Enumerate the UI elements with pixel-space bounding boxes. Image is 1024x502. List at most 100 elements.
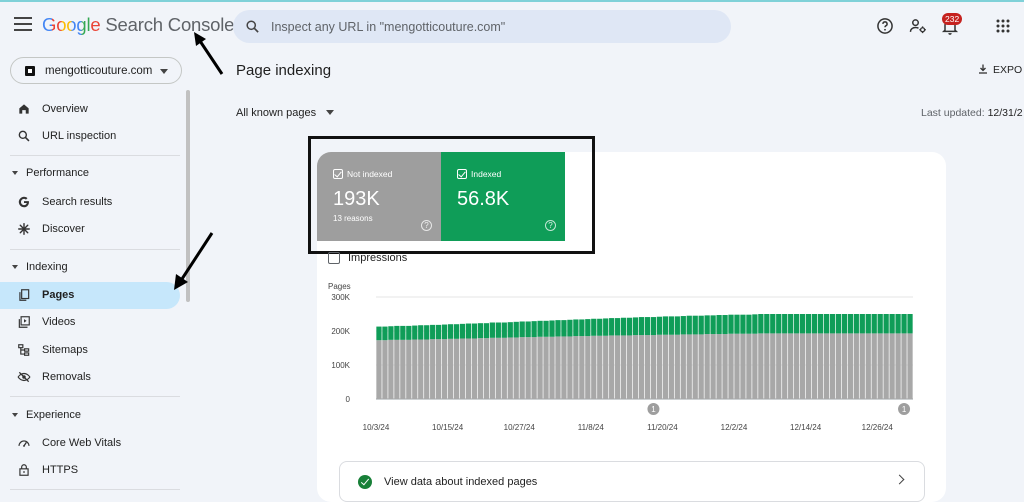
sidebar-item-pages[interactable]: Pages [0, 282, 180, 309]
indexing-chart: Pages 0 100K 200K 300K 1 1 10/3/24 10/15/24 10/27… [328, 282, 913, 432]
bar-not-indexed [799, 333, 806, 399]
bar-not-indexed [811, 333, 818, 399]
export-button[interactable]: EXPO [977, 63, 1022, 76]
search-input[interactable] [271, 10, 711, 43]
sidebar-item-https[interactable]: HTTPS [0, 457, 180, 484]
logo-product-name: Search Console [105, 14, 235, 35]
bar-indexed [585, 319, 591, 337]
video-library-icon [18, 316, 30, 328]
bar-not-indexed [686, 334, 692, 399]
help-icon[interactable]: ? [545, 220, 556, 231]
sidebar-item-discover[interactable]: Discover [0, 216, 180, 243]
bar-not-indexed [794, 333, 800, 399]
bar-not-indexed [734, 333, 740, 399]
page-title: Page indexing [236, 62, 332, 79]
y-axis-title: Pages [328, 282, 351, 291]
page-filter-dropdown[interactable]: All known pages [236, 107, 335, 119]
y-tick-label: 100K [331, 361, 350, 370]
bar-not-indexed [382, 340, 388, 399]
sidebar-item-core-web-vitals[interactable]: Core Web Vitals [0, 430, 180, 457]
sidebar-divider [10, 396, 180, 397]
speed-gauge-icon [18, 440, 30, 447]
bar-not-indexed [758, 333, 764, 399]
annotation-marker-label: 1 [651, 405, 656, 414]
sidebar-item-search-results[interactable]: Search results [0, 189, 180, 216]
x-tick-label: 12/26/24 [862, 423, 894, 432]
bar-not-indexed [615, 335, 621, 399]
bar-indexed [799, 314, 806, 334]
bar-not-indexed [400, 339, 406, 399]
export-label: EXPO [993, 64, 1023, 76]
sidebar-section-label: Experience [26, 409, 82, 421]
bar-indexed [829, 314, 836, 334]
not-indexed-tile[interactable]: Not indexed 193K 13 reasons ? [317, 152, 441, 241]
x-tick-label: 10/3/24 [363, 423, 390, 432]
sidebar-item-url-inspection[interactable]: URL inspection [0, 123, 180, 150]
sidebar-item-videos[interactable]: Videos [0, 309, 180, 336]
indexed-tile[interactable]: Indexed 56.8K ? [441, 152, 565, 241]
users-settings-icon[interactable] [908, 16, 928, 36]
checkbox-unchecked-icon[interactable] [328, 252, 340, 264]
chevron-right-icon [894, 474, 905, 485]
sidebar-section-indexing[interactable]: Indexing [0, 258, 180, 278]
property-favicon-icon [25, 66, 35, 76]
bar-not-indexed [889, 333, 895, 399]
bar-indexed [686, 315, 692, 335]
bar-not-indexed [847, 333, 853, 399]
bar-not-indexed [632, 335, 639, 399]
bar-indexed [847, 314, 853, 334]
url-inspection-search[interactable] [233, 10, 731, 43]
collapse-triangle-icon [12, 413, 18, 417]
checkbox-checked-icon[interactable] [457, 169, 467, 179]
bar-indexed [788, 314, 794, 334]
help-icon[interactable]: ? [421, 220, 432, 231]
bar-not-indexed [441, 339, 448, 399]
bar-not-indexed [436, 339, 442, 399]
app-logo[interactable]: Google Search Console [42, 14, 234, 36]
menu-icon[interactable] [14, 17, 32, 31]
bar-indexed [710, 315, 716, 335]
sidebar-section-experience[interactable]: Experience [0, 406, 180, 426]
sidebar-item-label: Pages [42, 289, 75, 301]
bar-not-indexed [710, 334, 716, 399]
discover-asterisk-icon [18, 223, 30, 235]
sidebar-item-label: Discover [42, 223, 85, 235]
bar-not-indexed [841, 333, 848, 399]
checkbox-checked-icon[interactable] [333, 169, 343, 179]
sidebar-scrollbar[interactable] [186, 90, 190, 302]
bar-indexed [573, 319, 579, 337]
bar-indexed [561, 320, 567, 337]
sidebar-item-overview[interactable]: Overview [0, 96, 180, 123]
x-tick-label: 10/15/24 [432, 423, 464, 432]
bar-indexed [764, 314, 770, 334]
bar-indexed [853, 314, 859, 334]
bar-indexed [477, 323, 484, 339]
sidebar-item-removals[interactable]: Removals [0, 364, 180, 391]
download-icon [979, 64, 987, 74]
bar-not-indexed [776, 333, 782, 399]
sidebar-item-sitemaps[interactable]: Sitemaps [0, 337, 180, 364]
chevron-down-icon [160, 69, 168, 74]
apps-grid-icon[interactable] [993, 16, 1013, 36]
bar-not-indexed [764, 333, 770, 399]
collapse-triangle-icon [12, 171, 18, 175]
bar-indexed [770, 314, 776, 334]
filter-label: All known pages [236, 107, 317, 119]
property-selector[interactable]: mengotticouture.com [10, 57, 182, 84]
bar-not-indexed [829, 333, 836, 399]
view-indexed-data-row[interactable]: View data about indexed pages [339, 461, 925, 502]
highlight-box-annotation [308, 136, 595, 254]
sidebar-section-performance[interactable]: Performance [0, 164, 180, 184]
property-name: mengotticouture.com [45, 65, 153, 77]
help-icon[interactable] [875, 16, 895, 36]
bar-not-indexed [770, 333, 776, 399]
bar-not-indexed [495, 337, 501, 399]
x-tick-label: 11/20/24 [647, 423, 678, 432]
bar-indexed [782, 314, 788, 334]
bar-indexed [758, 314, 764, 334]
y-tick-label: 200K [331, 327, 350, 336]
sidebar: mengotticouture.com Overview URL inspect… [0, 48, 190, 502]
sitemap-icon [18, 344, 30, 356]
bar-not-indexed [549, 336, 555, 399]
bar-indexed [495, 322, 501, 338]
